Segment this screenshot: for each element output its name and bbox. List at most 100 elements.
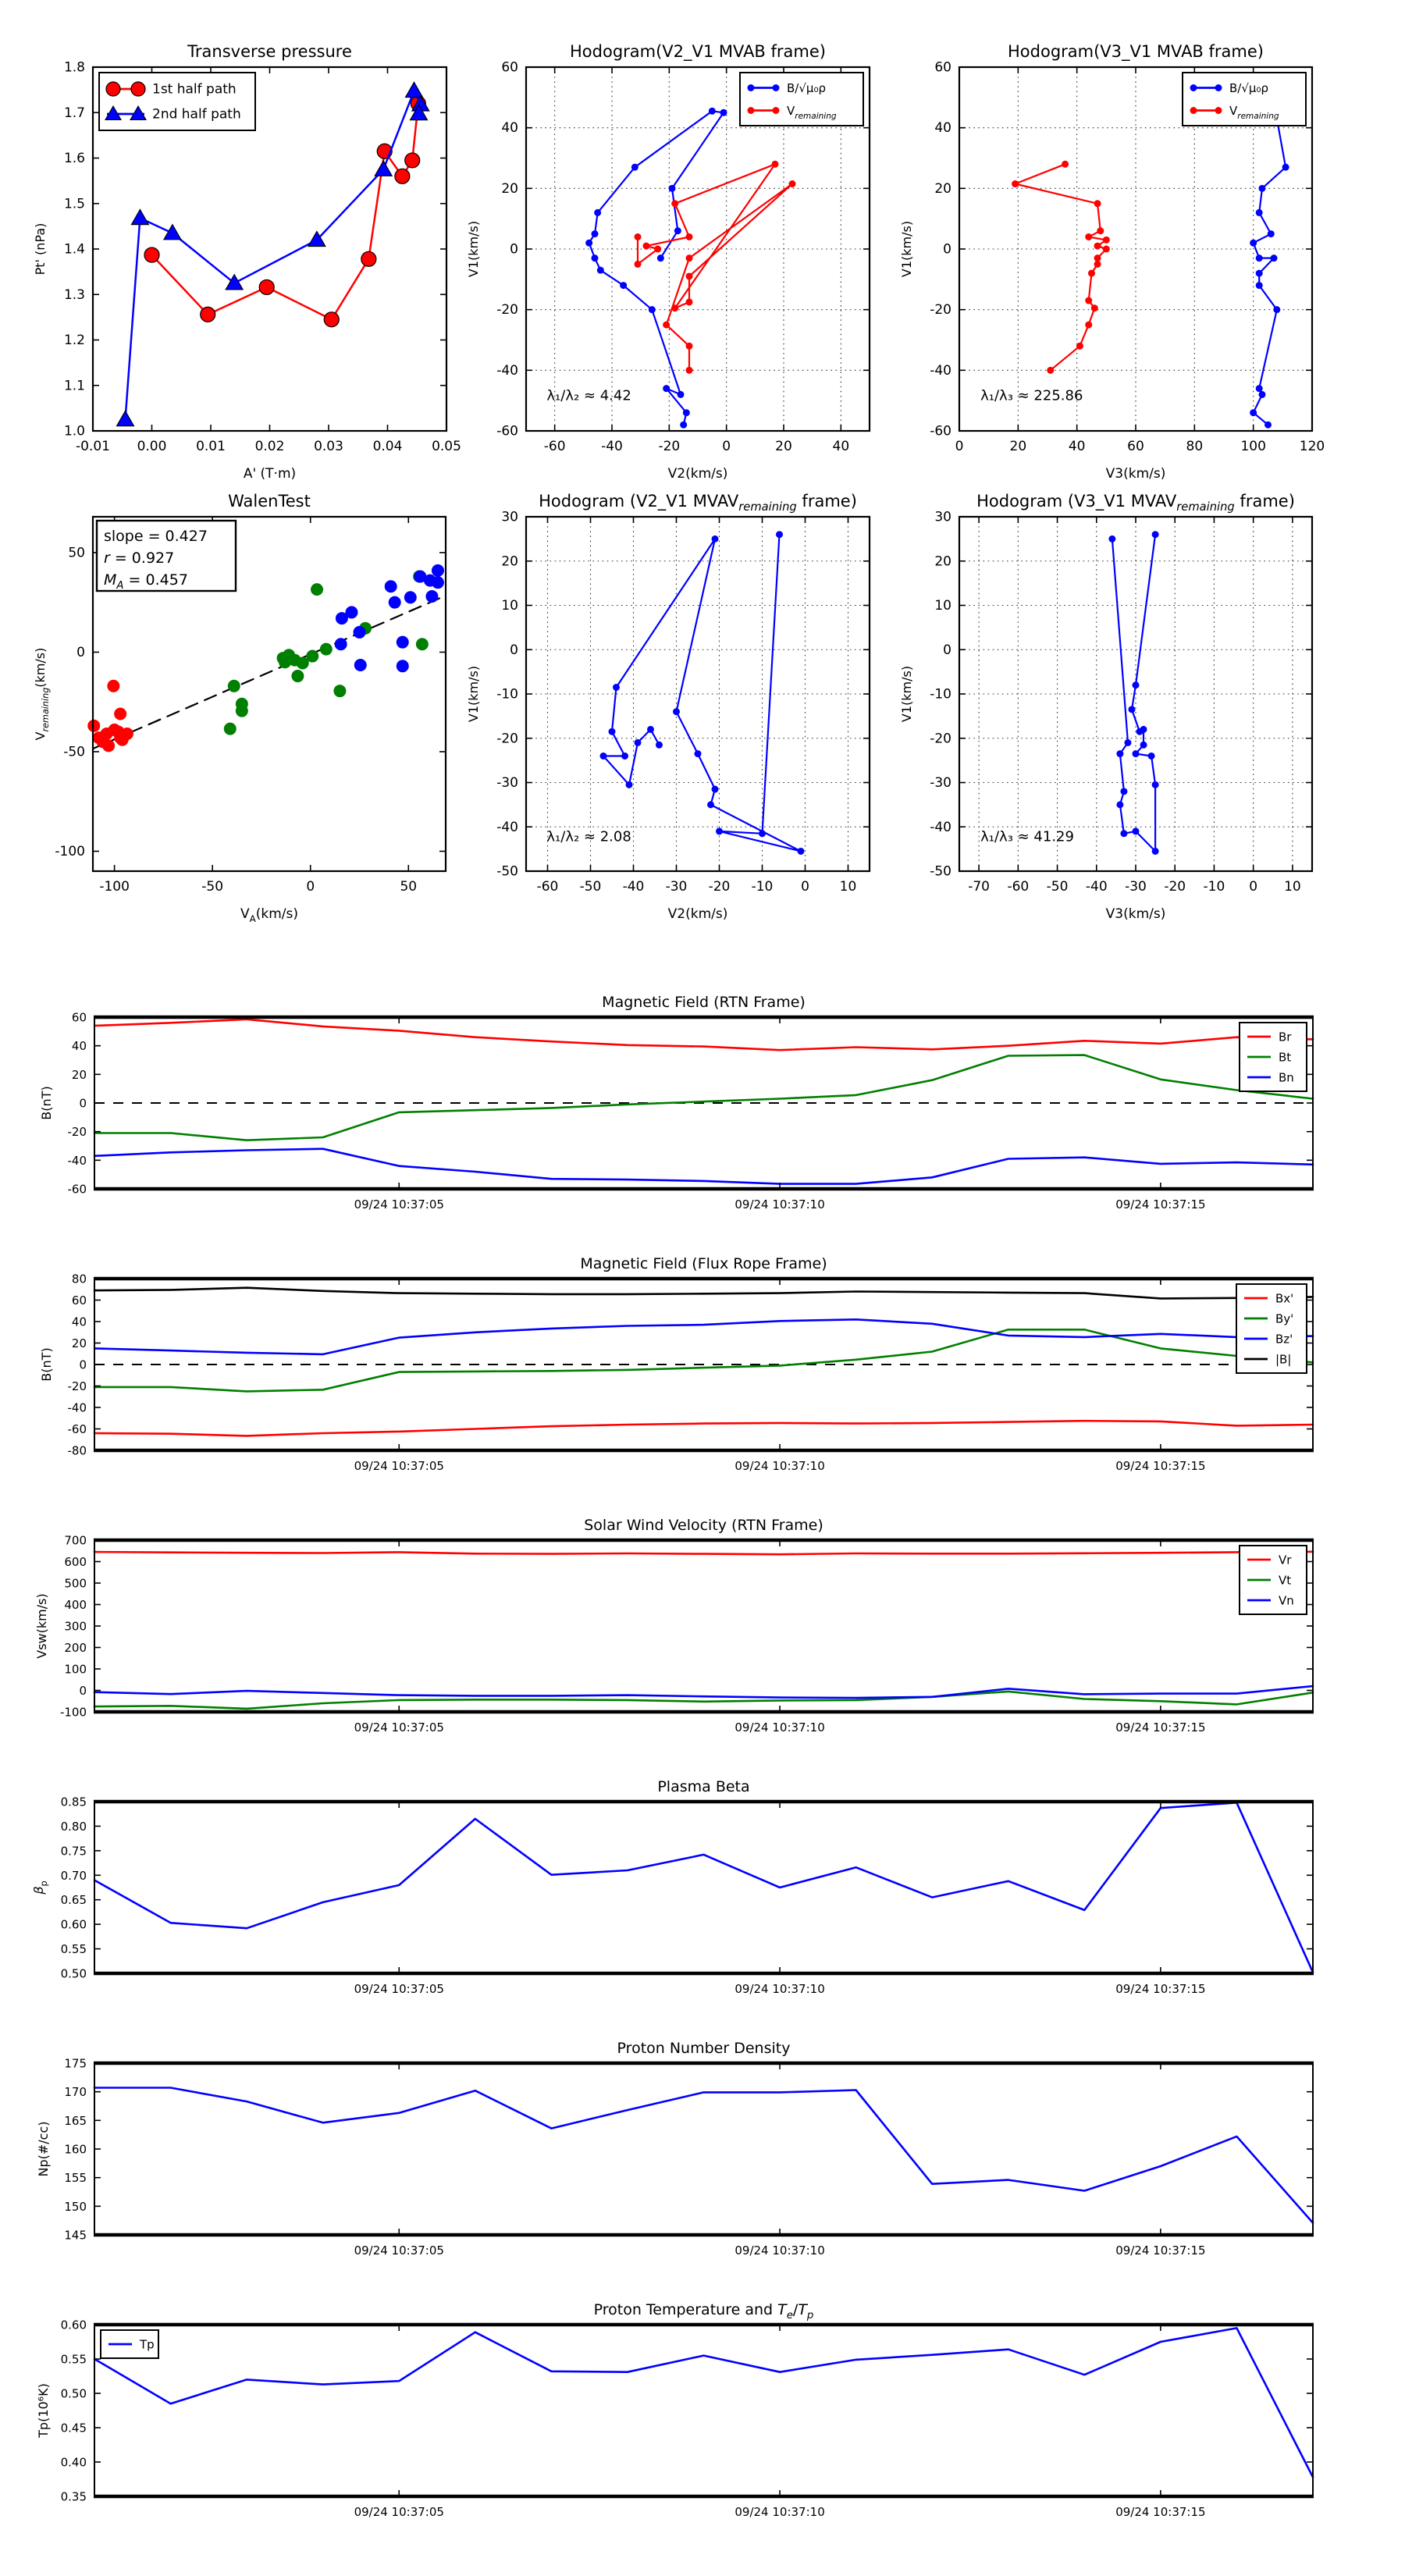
y-tick-label: 1.6 [64, 151, 85, 166]
series-B-over-sqrt-mu0rho-marker [1258, 390, 1266, 398]
series-scatter-first-third-marker [120, 728, 133, 741]
legend-sample-marker [747, 84, 755, 91]
series-V-path [602, 533, 802, 852]
series-B-over-sqrt-mu0rho-marker [620, 282, 628, 290]
series-V-path-marker [1136, 728, 1144, 735]
x-tick-label: -60 [1007, 879, 1029, 895]
stat-line: slope = 0.427 [104, 528, 208, 545]
series-V-path-marker [711, 785, 719, 793]
stat-line: MA = 0.457 [104, 571, 188, 592]
stat-line: r = 0.927 [104, 550, 174, 567]
series-V-remaining-marker [1012, 180, 1019, 188]
legend-label: Vn [1279, 1594, 1294, 1608]
series-V-path-marker [625, 781, 633, 788]
x-tick-label: -0.01 [76, 439, 110, 454]
series-V-path-marker [694, 750, 702, 758]
x-tick-label: 0 [955, 439, 964, 454]
x-tick-label: 0.01 [196, 439, 226, 454]
series-V-remaining-marker [1094, 260, 1101, 268]
y-axis-label: V1(km/s) [466, 666, 481, 722]
y-tick-label: -30 [930, 775, 951, 791]
x-tick-label: 09/24 10:37:15 [1115, 1197, 1205, 1212]
annotation-lambda-ratio: λ₁/λ₃ ≈ 225.86 [980, 387, 1083, 404]
series-scatter-last-third-marker [345, 606, 358, 619]
series-scatter-middle-third-marker [291, 670, 304, 683]
series-scatter-first-third-marker [114, 707, 127, 720]
y-tick-label: 0.60 [61, 1918, 87, 1932]
y-tick-label: 0.60 [61, 2318, 87, 2332]
series-first-half-path-marker [404, 152, 421, 169]
series-V-remaining-marker [1085, 233, 1093, 240]
legend: Tp [100, 2329, 159, 2359]
x-tick-label: -40 [623, 879, 645, 895]
x-axis-label: V3(km/s) [1106, 906, 1166, 922]
series-B-over-sqrt-mu0rho-marker [677, 390, 685, 398]
y-tick-label: 60 [72, 1293, 87, 1308]
x-tick-label: -30 [1125, 879, 1147, 895]
legend-sample-marker [772, 107, 780, 114]
legend-label: Br [1279, 1030, 1292, 1044]
y-tick-label: 0 [79, 1097, 87, 1111]
series-V-remaining-marker [1062, 160, 1069, 168]
y-axis-label: B(nT) [39, 1086, 54, 1119]
series-V-path-marker [621, 752, 628, 760]
series-first-half-path-marker [361, 251, 377, 267]
series-V-remaining-marker [642, 242, 650, 250]
legend-label: 2nd half path [152, 107, 241, 123]
panel-title: Hodogram (V2_V1 MVAVremaining frame) [539, 492, 857, 514]
legend-label: Vt [1279, 1574, 1291, 1588]
x-axis-label: V2(km/s) [668, 906, 728, 922]
x-tick-label: -10 [1204, 879, 1225, 895]
series-V-path-marker [1151, 847, 1159, 855]
series-V-remaining-marker [1097, 227, 1104, 235]
x-tick-label: -20 [709, 879, 731, 895]
y-tick-label: -40 [930, 820, 951, 835]
series-B-over-sqrt-mu0rho-marker [1255, 269, 1263, 277]
series-scatter-last-third-marker [353, 625, 366, 639]
series-scatter-middle-third-marker [235, 704, 248, 717]
x-tick-label: -30 [666, 879, 688, 895]
y-tick-label: 1.8 [64, 60, 85, 76]
annotation-lambda-ratio: λ₁/λ₃ ≈ 41.29 [980, 828, 1074, 845]
series-B-over-sqrt-mu0rho-marker [1264, 421, 1272, 429]
series-V-remaining-marker [685, 233, 693, 240]
series-V-remaining-marker [1088, 269, 1095, 277]
series-B-over-sqrt-mu0rho-marker [648, 306, 656, 314]
panel-magnetic-field-flux-rope: 09/24 10:37:05 09/24 10:37:10 09/24 10:37:… [39, 1255, 1314, 1473]
legend-label: By' [1275, 1312, 1293, 1326]
series-V-path-marker [1108, 535, 1116, 543]
y-tick-label: -60 [68, 1183, 87, 1197]
y-tick-label: 0.35 [61, 2490, 87, 2504]
y-tick-label: -60 [68, 1422, 87, 1436]
x-tick-label: 10 [840, 879, 857, 895]
annotation-lambda-ratio: λ₁/λ₂ ≈ 4.42 [546, 387, 631, 404]
y-tick-label: 1.7 [64, 105, 85, 121]
y-tick-label: -20 [496, 302, 518, 318]
y-axis-label: V1(km/s) [466, 221, 481, 277]
panel-title: Magnetic Field (RTN Frame) [602, 994, 806, 1011]
series-scatter-first-third-marker [107, 679, 120, 692]
y-tick-label: 0 [510, 242, 518, 258]
series-V-path-marker [599, 752, 607, 760]
x-tick-label: 09/24 10:37:15 [1115, 2505, 1205, 2519]
panel-title: Proton Temperature and Te/Tp [594, 2301, 814, 2322]
series-second-half-path [124, 90, 422, 421]
x-tick-label: -60 [544, 439, 566, 454]
legend-box [1182, 72, 1307, 126]
series-B-over-sqrt-mu0rho-marker [1255, 385, 1263, 393]
series-scatter-middle-third-marker [296, 656, 309, 670]
y-tick-label: 60 [72, 1011, 87, 1025]
series-Vt [93, 1690, 1314, 1710]
series-V-remaining-marker [654, 245, 662, 253]
legend-label: Bz' [1275, 1332, 1293, 1347]
series-B-over-sqrt-mu0rho-marker [656, 254, 664, 262]
series-V-path-marker [673, 708, 680, 716]
series-B-over-sqrt-mu0rho-marker [1267, 230, 1275, 238]
series-scatter-middle-third-marker [319, 642, 333, 656]
series-V-path-marker [1132, 750, 1140, 758]
series-V-path-marker [634, 738, 642, 746]
series-Bx-prime [93, 1419, 1314, 1437]
series-V-path-marker [1151, 781, 1159, 788]
series-Tp [93, 2327, 1314, 2478]
y-tick-label: 0.50 [61, 1967, 87, 1981]
